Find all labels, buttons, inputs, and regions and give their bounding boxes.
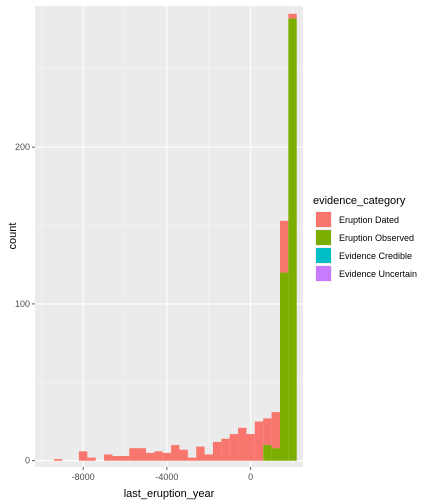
histogram-bar — [279, 272, 289, 461]
histogram-bar — [162, 452, 172, 461]
histogram-bar — [221, 438, 230, 461]
histogram-bar — [53, 459, 63, 461]
histogram-bar — [129, 448, 138, 461]
histogram-bar — [104, 454, 113, 461]
legend-swatch — [316, 230, 331, 245]
histogram-bar — [171, 445, 180, 461]
legend: evidence_category Eruption DatedEruption… — [313, 195, 417, 282]
y-tick-label: 200 — [15, 142, 30, 152]
legend-label: Eruption Dated — [339, 215, 399, 225]
y-tick-label: 0 — [25, 456, 30, 466]
y-axis-title: count — [7, 223, 19, 250]
histogram-bar — [137, 448, 146, 461]
histogram-bar — [154, 451, 163, 461]
histogram-bar — [187, 457, 197, 461]
x-tick-label: 0 — [248, 472, 253, 482]
legend-title: evidence_category — [313, 195, 406, 207]
histogram-bar — [229, 434, 239, 461]
histogram-bar — [112, 456, 121, 461]
histogram-bar — [87, 457, 96, 461]
histogram-bar — [179, 449, 188, 461]
legend-swatch — [316, 266, 331, 281]
y-tick-label: 100 — [15, 299, 30, 309]
histogram-bar — [120, 456, 130, 461]
histogram-bar — [271, 448, 280, 461]
x-axis-title: last_eruption_year — [124, 488, 215, 500]
bars — [53, 13, 297, 461]
histogram-bar — [288, 13, 297, 19]
panel-background — [35, 6, 303, 467]
axis-ticks: -8000 -4000 0 0 100 200 — [15, 142, 253, 482]
histogram-bar — [78, 451, 88, 461]
histogram-bar — [196, 446, 205, 461]
histogram-bar — [263, 418, 272, 446]
histogram-bar — [246, 434, 255, 461]
histogram-bar — [288, 18, 297, 461]
legend-label: Eruption Observed — [339, 233, 414, 243]
histogram-bar — [271, 412, 280, 449]
legend-swatch — [316, 212, 331, 227]
x-tick-label: -4000 — [155, 472, 178, 482]
histogram-bar — [279, 220, 289, 273]
legend-label: Evidence Uncertain — [339, 269, 417, 279]
histogram-bar — [145, 452, 155, 461]
histogram-bar — [254, 421, 264, 461]
x-tick-label: -8000 — [72, 472, 95, 482]
histogram-bar — [263, 445, 272, 461]
histogram-bar — [238, 427, 247, 461]
legend-items: Eruption Dated Eruption Observed Evidence … — [315, 211, 417, 282]
histogram-bar — [204, 454, 213, 461]
legend-label: Evidence Credible — [339, 251, 412, 261]
histogram-bar — [212, 441, 222, 461]
legend-swatch — [316, 248, 331, 263]
